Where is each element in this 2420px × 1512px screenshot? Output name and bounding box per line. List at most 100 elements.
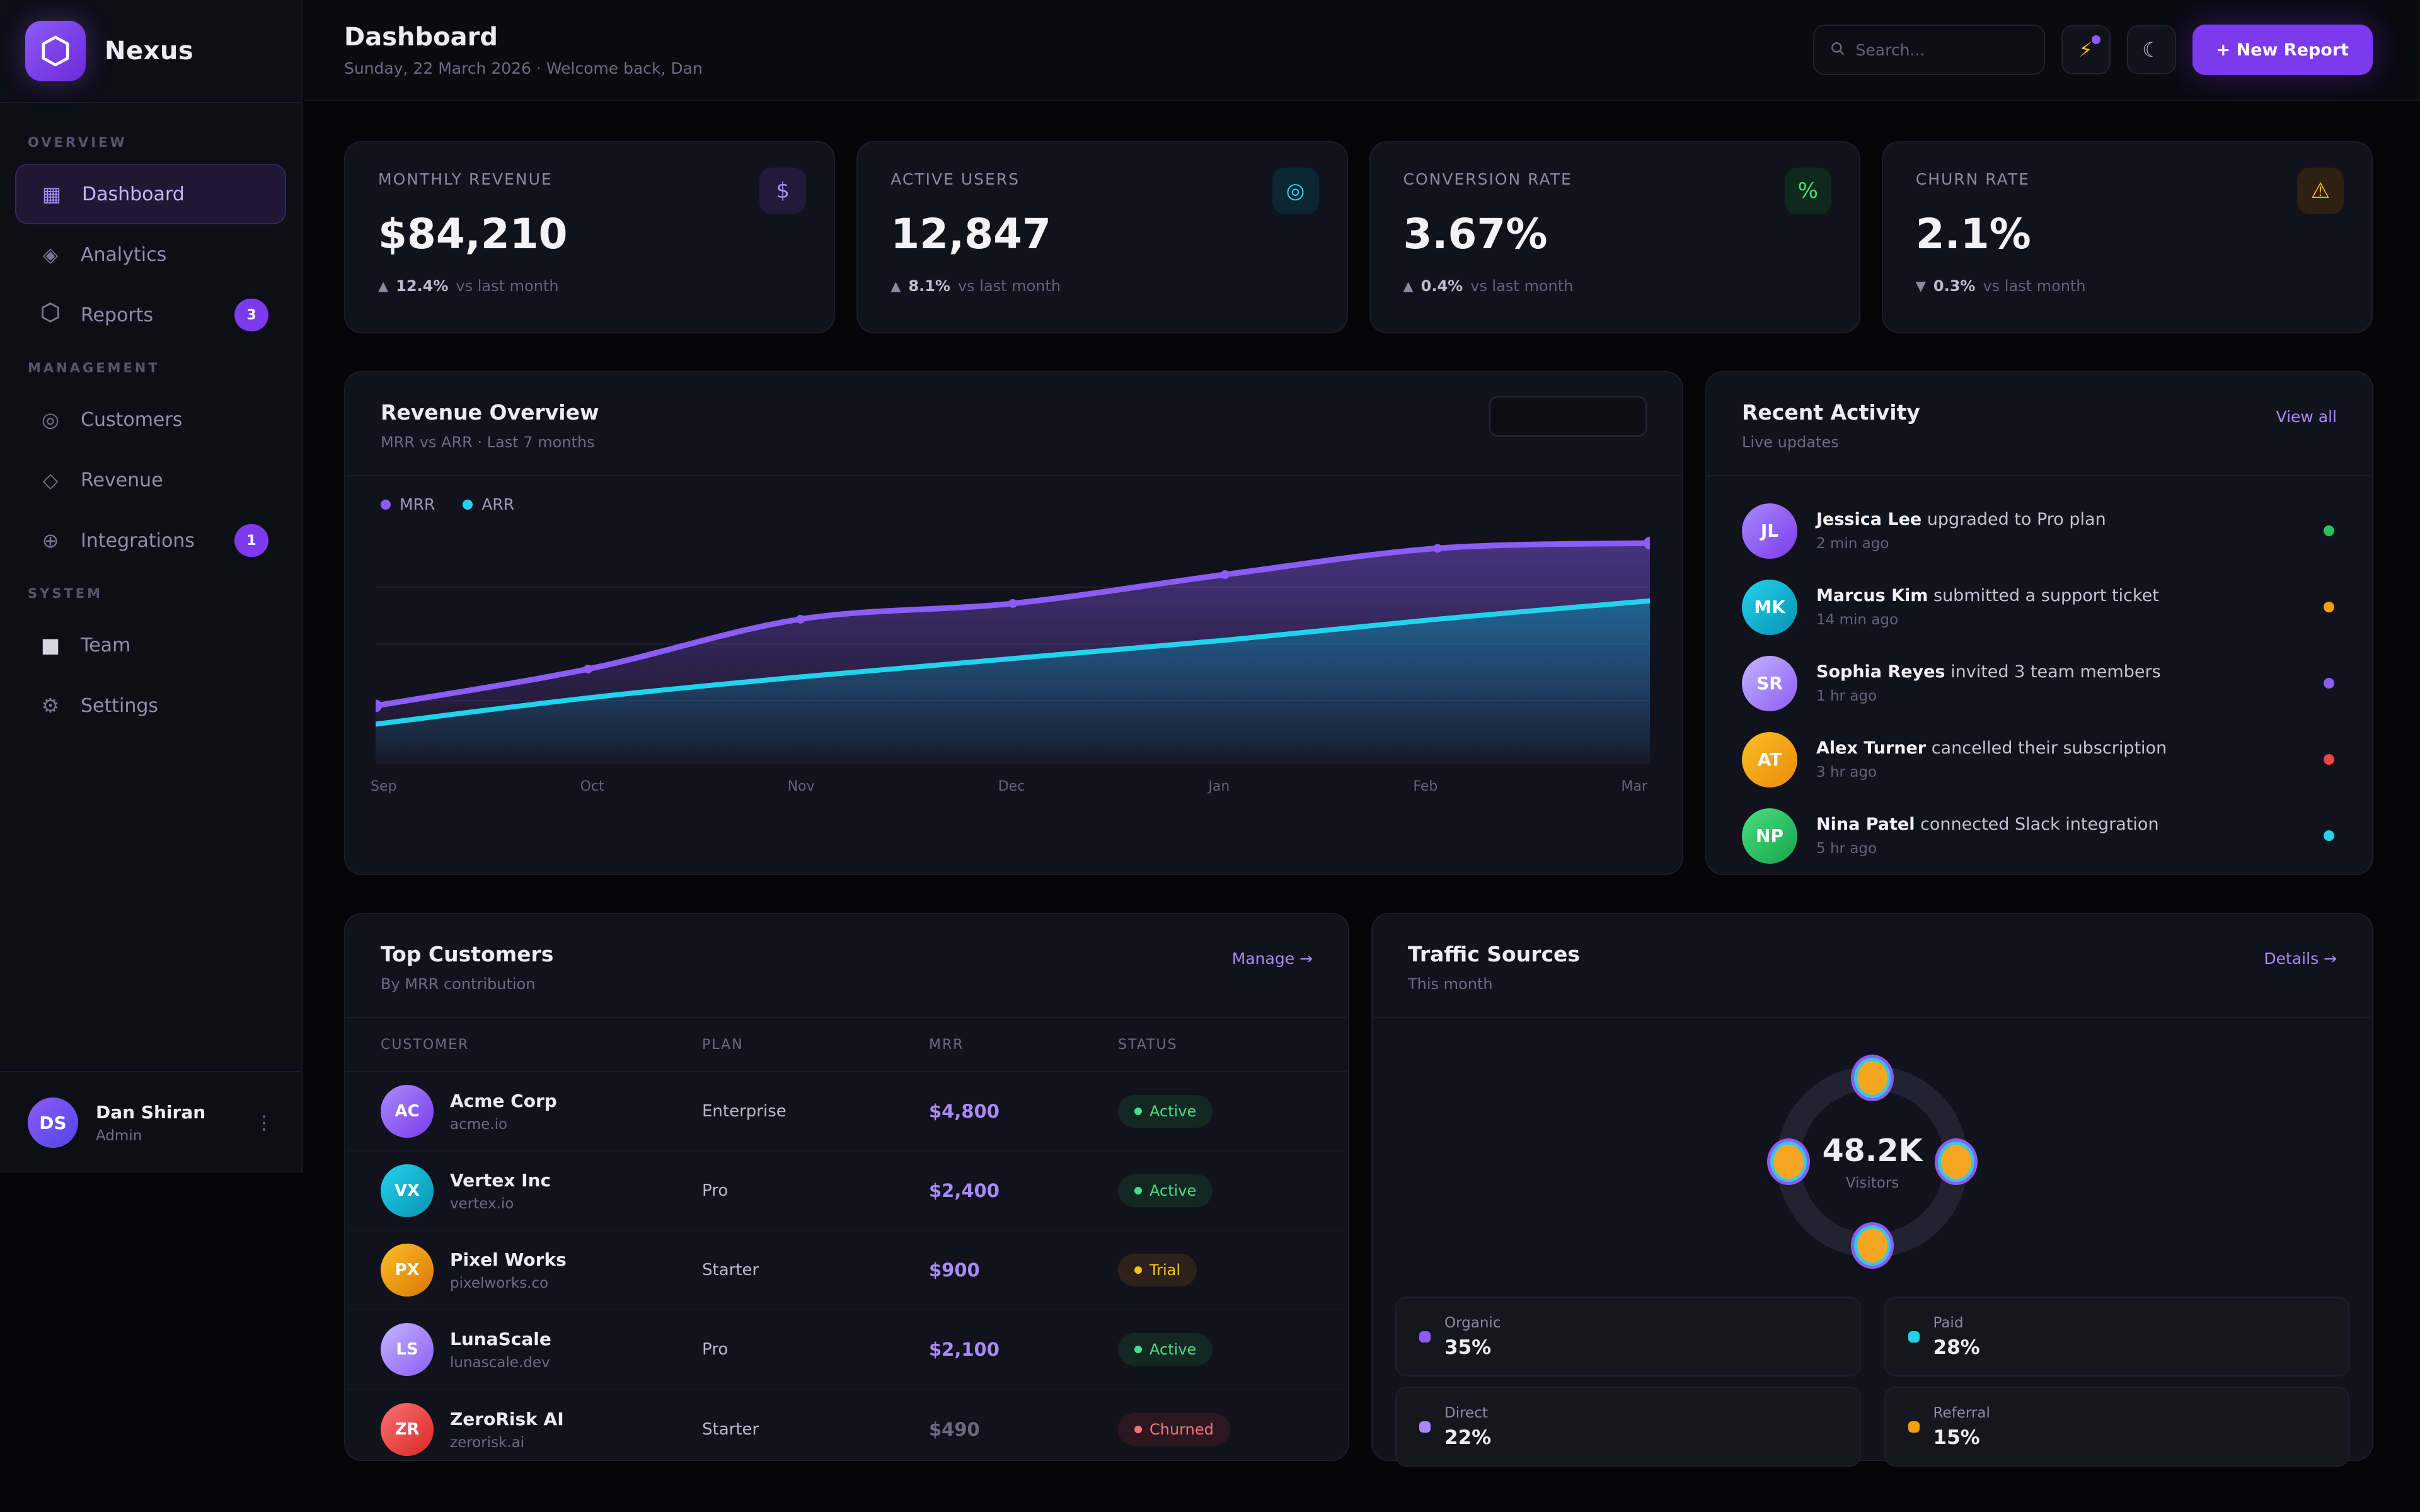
nav-item-label: Settings xyxy=(81,694,159,717)
x-axis-tick: Mar xyxy=(1621,779,1647,794)
activity-time: 1 hr ago xyxy=(1816,688,1877,704)
kpi-icon: ⚠ xyxy=(2297,168,2344,214)
traffic-source-label: Organic xyxy=(1444,1314,1501,1331)
sidebar-item[interactable]: ■ Team xyxy=(15,615,286,675)
kpi-label: CHURN RATE xyxy=(1915,170,2030,188)
activity-action: connected Slack integration xyxy=(1915,815,2159,834)
activity-action: submitted a support ticket xyxy=(1928,586,2159,605)
search-input[interactable] xyxy=(1855,40,2029,59)
status-badge-label: Active xyxy=(1150,1182,1197,1200)
quick-actions-button[interactable]: ⚡ xyxy=(2061,25,2111,74)
status-badge-dot xyxy=(1134,1108,1142,1115)
new-report-button[interactable]: + New Report xyxy=(2192,25,2373,75)
x-axis-tick: Sep xyxy=(371,779,397,794)
sidebar-item[interactable]: ◇ Revenue xyxy=(15,450,286,510)
donut-segment-marker xyxy=(1854,1058,1891,1098)
nav-section-label: MANAGEMENT xyxy=(28,360,160,375)
table-row: VX Vertex Inc vertex.io Pro $2,400 xyxy=(345,1152,1348,1231)
activity-item: MK Marcus Kim submitted a support ticket… xyxy=(1707,569,2372,645)
traffic-source-dot xyxy=(1908,1331,1920,1343)
user-menu-icon[interactable]: ⋮ xyxy=(255,1111,274,1134)
traffic-source-dot xyxy=(1419,1421,1431,1433)
activity-title: Recent Activity xyxy=(1742,400,1920,425)
nav-badge: 1 xyxy=(234,524,268,557)
customers-table-body: AC Acme Corp acme.io Enterprise $4,800 xyxy=(345,1072,1348,1469)
sidebar-item[interactable]: ◈ Analytics xyxy=(15,224,286,285)
nav-badge: 3 xyxy=(234,299,268,331)
customer-domain: zerorisk.ai xyxy=(450,1434,525,1451)
legend-label: MRR xyxy=(400,495,435,513)
status-badge-label: Churned xyxy=(1150,1421,1214,1438)
main-area: Dashboard Sunday, 22 March 2026 · Welcom… xyxy=(304,0,2420,1512)
nav-item-label: Revenue xyxy=(81,469,163,491)
activity-action: invited 3 team members xyxy=(1945,662,2161,682)
nexus-logo-icon xyxy=(25,21,86,81)
customer-name: LunaScale xyxy=(450,1328,551,1349)
table-row: PX Pixel Works pixelworks.co Starter $90… xyxy=(345,1231,1348,1310)
sidebar-item[interactable]: ▦ Dashboard xyxy=(15,164,286,224)
activity-status-dot xyxy=(2324,830,2334,841)
nav-section-label: SYSTEM xyxy=(28,586,103,601)
status-badge: Active xyxy=(1118,1333,1213,1366)
time-range-select[interactable] xyxy=(1489,396,1647,437)
nav-item-label: Customers xyxy=(81,408,183,431)
traffic-source-value: 22% xyxy=(1444,1426,1492,1449)
legend-item: ARR xyxy=(463,495,514,513)
customer-name: ZeroRisk AI xyxy=(450,1408,564,1429)
status-badge: Trial xyxy=(1118,1254,1197,1286)
customer-name: Acme Corp xyxy=(450,1090,557,1111)
activity-avatar: AT xyxy=(1742,731,1797,788)
customer-domain: vertex.io xyxy=(450,1195,514,1212)
traffic-title: Traffic Sources xyxy=(1408,942,1581,966)
nav-item-label: Team xyxy=(81,634,131,656)
nav-item-icon: ◇ xyxy=(42,468,59,492)
status-badge: Active xyxy=(1118,1095,1213,1128)
status-badge-label: Active xyxy=(1150,1341,1197,1358)
activity-actor: Marcus Kim xyxy=(1816,586,1928,605)
status-badge: Churned xyxy=(1118,1413,1230,1446)
sidebar-item[interactable]: Reports 3 xyxy=(15,285,286,345)
search-box[interactable] xyxy=(1812,25,2045,75)
table-row: AC Acme Corp acme.io Enterprise $4,800 xyxy=(345,1072,1348,1152)
x-axis-tick: Oct xyxy=(580,779,604,794)
visitors-total: 48.2K xyxy=(1822,1132,1923,1169)
activity-action: cancelled their subscription xyxy=(1926,738,2167,758)
user-profile[interactable]: DS Dan Shiran Admin ⋮ xyxy=(0,1071,301,1173)
activity-item: AT Alex Turner cancelled their subscript… xyxy=(1707,721,2372,798)
activity-status-dot xyxy=(2324,525,2334,536)
customer-domain: lunascale.dev xyxy=(450,1354,550,1371)
sidebar-item[interactable]: ⊕ Integrations 1 xyxy=(15,510,286,571)
sidebar-item[interactable]: ⚙ Settings xyxy=(15,675,286,736)
status-badge-dot xyxy=(1134,1426,1142,1433)
kpi-card: CHURN RATE ⚠ 2.1% ▼ 0.3% vs last month xyxy=(1881,141,2373,333)
traffic-source-tile: Organic 35% xyxy=(1395,1297,1861,1377)
view-all-link[interactable]: View all xyxy=(2276,408,2337,426)
activity-time: 2 min ago xyxy=(1816,536,1889,552)
activity-actor: Nina Patel xyxy=(1816,815,1915,834)
activity-actor: Alex Turner xyxy=(1816,738,1927,758)
customers-subtitle: By MRR contribution xyxy=(381,975,536,993)
kpi-value: $84,210 xyxy=(378,210,568,258)
page-subtitle: Sunday, 22 March 2026 · Welcome back, Da… xyxy=(344,59,703,77)
top-header: Dashboard Sunday, 22 March 2026 · Welcom… xyxy=(304,0,2420,101)
manage-link[interactable]: Manage → xyxy=(1231,949,1313,968)
customer-mrr: $490 xyxy=(929,1419,980,1440)
trend-percent: 8.1% xyxy=(908,277,950,295)
nav-item-icon: ◈ xyxy=(42,243,59,266)
sidebar-nav: OVERVIEW ▦ Dashboard ◈ Ana xyxy=(0,103,301,736)
traffic-source-tile: Direct 22% xyxy=(1395,1387,1861,1467)
activity-status-dot xyxy=(2324,754,2334,765)
theme-toggle-button[interactable]: ☾ xyxy=(2126,25,2176,74)
trend-arrow-icon: ▲ xyxy=(1403,278,1414,294)
customer-plan: Starter xyxy=(702,1261,759,1280)
col-mrr: MRR xyxy=(929,1036,964,1053)
donut-segment-marker xyxy=(1854,1225,1891,1266)
sidebar-item[interactable]: ◎ Customers xyxy=(15,389,286,450)
trend-suffix: vs last month xyxy=(1983,277,2086,295)
customer-mrr: $4,800 xyxy=(929,1101,1000,1122)
traffic-source-value: 35% xyxy=(1444,1336,1492,1359)
trend-arrow-icon: ▼ xyxy=(1915,278,1926,294)
traffic-sources-card: Traffic Sources This month Details → xyxy=(1371,913,2373,1467)
details-link[interactable]: Details → xyxy=(2264,949,2337,968)
